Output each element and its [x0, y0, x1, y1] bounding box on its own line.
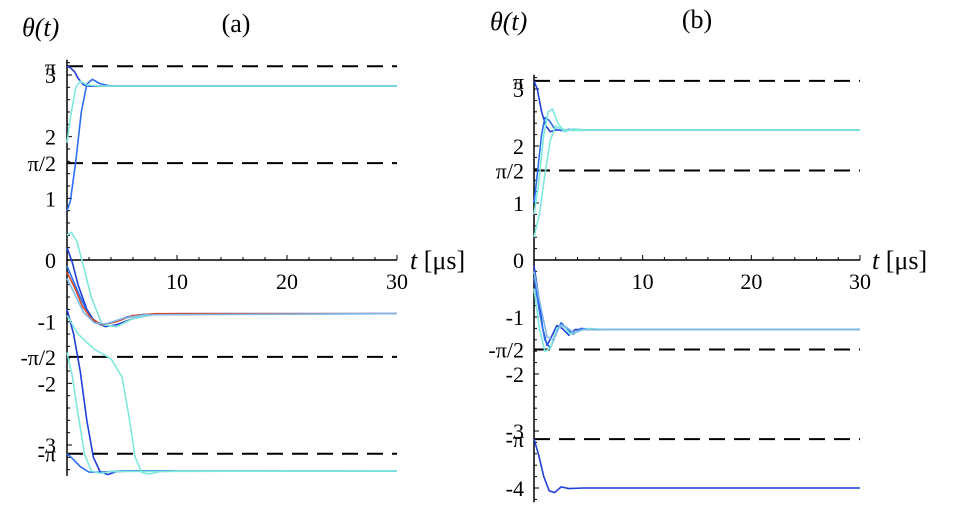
y-tick-label: -4: [506, 476, 524, 501]
series-line: [533, 271, 860, 341]
y-tick-label: π: [45, 54, 56, 79]
y-tick-label: 0: [513, 248, 524, 273]
series-line: [66, 265, 398, 326]
x-axis-title: t [μs]: [410, 246, 465, 275]
y-tick-label: π: [513, 69, 524, 94]
x-tick-label: 10: [166, 269, 188, 294]
series-line: [533, 438, 860, 494]
y-tick-label: -π/2: [20, 345, 56, 370]
series-line: [66, 453, 397, 473]
series-line: [533, 125, 860, 238]
x-tick-label: 30: [849, 269, 871, 294]
y-tick-label: 2: [45, 125, 56, 150]
x-axis-unit: [μs]: [424, 246, 465, 275]
y-tick-label: -3: [38, 433, 56, 458]
y-tick-label: 0: [45, 248, 56, 273]
series-line: [66, 271, 397, 326]
series-line: [66, 309, 397, 476]
y-tick-label: -π: [506, 427, 524, 452]
series-line: [66, 278, 398, 325]
y-tick-label: 1: [45, 186, 56, 211]
series-line: [66, 315, 397, 475]
series-line: [533, 265, 860, 347]
y-tick-label: -1: [38, 310, 56, 335]
series-line: [66, 352, 398, 475]
y-tick-label: 3: [513, 77, 524, 102]
series-line: [533, 80, 860, 133]
y-tick-label: 1: [513, 191, 524, 216]
y-tick-label: -2: [38, 371, 56, 396]
series-line: [66, 231, 398, 328]
series-line: [66, 80, 397, 143]
x-tick-label: 10: [632, 269, 654, 294]
x-axis-title: t [μs]: [872, 246, 927, 275]
series-line: [533, 108, 860, 215]
y-tick-label: -1: [506, 305, 524, 330]
series-line: [66, 65, 397, 87]
y-tick-label: 2: [513, 134, 524, 159]
series-line: [533, 288, 860, 352]
y-tick-label: π/2: [496, 158, 524, 183]
y-tick-label: -3: [506, 419, 524, 444]
panel-label: (b): [682, 5, 712, 34]
x-axis-unit: [μs]: [886, 246, 927, 275]
y-axis-title: θ(t): [490, 7, 527, 36]
y-tick-label: -2: [506, 362, 524, 387]
y-tick-label: π/2: [28, 151, 56, 176]
x-tick-label: 20: [740, 269, 762, 294]
series-line: [533, 276, 860, 350]
y-axis-title: θ(t): [22, 13, 59, 42]
y-tick-label: -π/2: [488, 338, 524, 363]
series-line: [66, 78, 397, 211]
series-line: [533, 116, 860, 204]
x-tick-label: 20: [276, 269, 298, 294]
x-tick-label: 30: [386, 269, 408, 294]
panel-label: (a): [222, 9, 251, 38]
y-tick-label: 3: [45, 63, 56, 88]
y-tick-label: -π: [38, 442, 56, 467]
